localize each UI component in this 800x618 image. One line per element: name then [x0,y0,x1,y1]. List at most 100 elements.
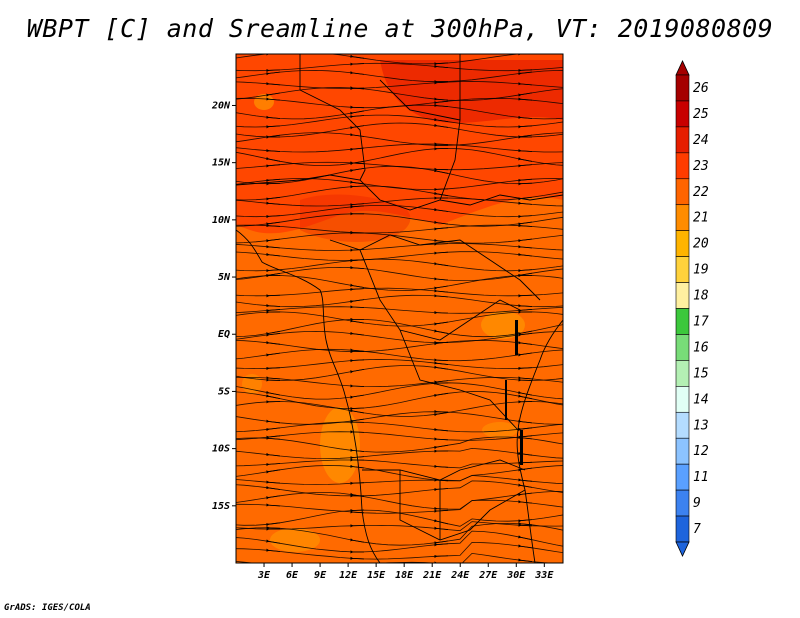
streamline-arrow [434,341,449,346]
lon-label: 18E [395,570,414,581]
streamline-arrow [434,103,449,108]
streamline [236,522,563,546]
lake-victoria [515,320,518,355]
streamline-arrow [434,321,449,326]
streamline-arrow [350,394,365,399]
streamline-arrow [434,262,449,267]
streamline [236,541,563,560]
streamline-arrow [518,341,533,345]
streamline [236,339,563,353]
streamline [236,459,563,469]
lon-label: 9E [314,570,327,581]
streamline-arrow [266,157,281,162]
streamline-arrow [518,535,533,541]
streamline-arrow [518,92,533,97]
streamline-arrow [350,115,365,119]
streamline-arrow [266,469,281,474]
streamline-arrow [350,283,365,288]
streamline-arrow [518,157,533,162]
streamline-arrow [350,180,365,185]
streamline-arrow [266,245,281,249]
lake-malawi [520,430,523,465]
streamline-arrow [518,71,533,76]
streamline [236,104,563,120]
streamline-arrow [518,330,533,336]
border-south [362,459,526,541]
lon-label: 21E [422,570,442,581]
streamline-arrow [518,164,533,168]
lon-label: 33E [534,570,554,581]
streamline [236,431,563,441]
streamline-arrow [434,554,449,558]
streamline-arrow [266,495,281,500]
streamline-arrow [434,361,449,365]
streamline-arrow [434,380,449,384]
streamline [236,213,563,227]
streamline-arrow [266,341,281,345]
lat-label: 15N [212,158,231,169]
colorbar-label: 15 [693,366,709,381]
streamline-arrow [350,266,365,270]
streamline-arrow [350,456,365,460]
streamline [236,251,563,261]
streamline [236,132,563,146]
streamline-arrow [350,71,365,75]
streamline-arrow [266,238,281,243]
colorbar-label: 25 [693,107,709,122]
streamline-arrow [518,125,533,129]
streamline-arrow [266,427,281,432]
streamline-arrow [434,509,449,513]
streamline-arrow [434,227,449,231]
streamline [236,81,563,89]
streamline-arrow [434,123,449,128]
streamline-arrow [434,540,449,545]
streamline-arrow [266,223,281,228]
colorbar-label: 13 [693,418,709,433]
lon-label: 30E [506,570,526,581]
streamline [236,330,563,344]
streamline-arrow [518,427,533,431]
streamline-arrow [434,289,449,293]
streamline-arrow [350,110,365,115]
colorbar-swatch [675,204,690,231]
streamline-arrow [266,526,281,530]
streamline-arrow [434,392,449,398]
streamline-arrow [518,419,533,424]
streamline [236,114,563,128]
streamline [236,447,563,460]
streamline-arrow [350,185,365,189]
lon-label: 27E [478,570,498,581]
streamline-arrow [350,54,365,59]
lakes [505,320,523,465]
streamline-arrow [518,238,533,243]
streamline-arrow [518,332,533,337]
streamline-arrow [266,269,281,273]
streamline [236,294,563,308]
longitude-labels: 3E 6E 9E 12E 15E 18E 21E 24E 27E 30E 33E [257,563,554,581]
streamline-arrow [350,287,365,292]
colorbar-label: 7 [693,522,701,537]
streamline-arrow [266,352,281,357]
streamline-arrow [266,272,281,278]
colorbar-swatch [675,515,690,543]
colorbar-label: 20 [693,237,709,252]
streamline [236,348,563,362]
streamline-arrow [518,149,533,153]
lat-label: 5S [218,386,230,397]
streamline [236,287,563,297]
streamline-arrow [266,68,281,73]
streamline [236,530,563,553]
border-sahel [236,174,563,211]
cool-patch-south-atlantic [270,528,320,552]
streamline-arrow [266,308,281,313]
streamline-arrow [518,82,533,86]
streamline [236,306,563,314]
streamline-arrow [266,503,281,507]
streamline-arrow [434,437,449,441]
streamline-arrow [518,500,533,504]
streamline [236,319,563,338]
streamline-arrow [518,178,533,182]
streamline-arrow [350,384,365,388]
streamline-arrow [518,182,533,186]
streamline-arrow [518,268,533,273]
